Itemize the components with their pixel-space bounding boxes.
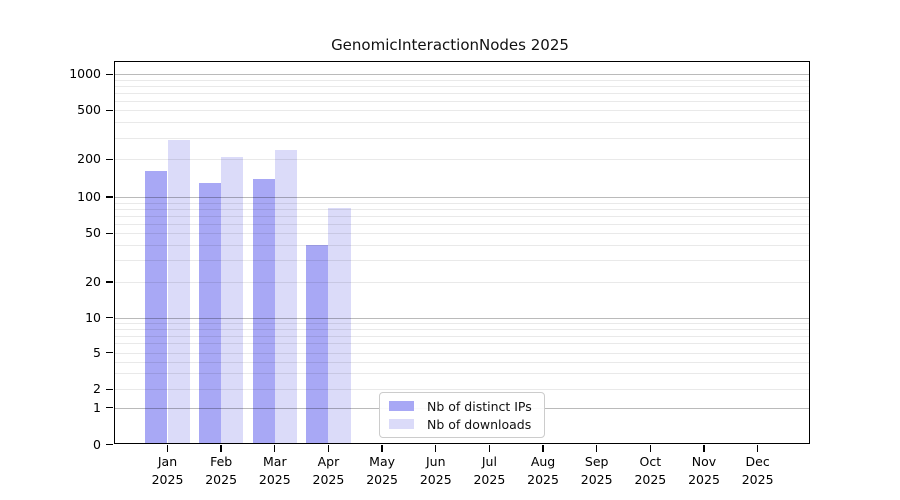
x-axis-tick-mark	[327, 444, 330, 452]
y-axis-tick-mark	[106, 158, 114, 160]
gridline-major	[115, 197, 809, 198]
bar-distinct-ips	[306, 245, 329, 444]
legend-label: Nb of downloads	[427, 416, 532, 432]
gridline-minor	[115, 233, 809, 235]
gridline-minor	[115, 137, 809, 139]
legend-item: Nb of downloads	[389, 417, 535, 432]
plot-area: 0 1 2 5 10 20 50 100 200 500 1000 Jan 2025 Feb 2025 Ma…	[69, 61, 810, 487]
bar-downloads	[328, 208, 351, 444]
bar-downloads	[274, 149, 298, 444]
bar-downloads	[167, 140, 190, 444]
gridline-minor	[115, 373, 809, 375]
gridline-minor	[115, 245, 809, 247]
gridline-minor	[115, 328, 809, 330]
bar-distinct-ips	[252, 178, 275, 444]
gridline-major	[115, 317, 809, 319]
gridline-minor	[115, 282, 809, 283]
gridline-major	[115, 74, 809, 76]
x-axis-tick-mark	[596, 444, 598, 452]
y-axis-tick-label: 500	[77, 102, 101, 118]
gridline-minor	[115, 100, 809, 102]
x-axis-tick-mark	[274, 444, 276, 452]
y-axis-tick-label: 5	[93, 344, 101, 360]
gridline-minor	[115, 85, 809, 87]
x-axis-tick-label: Jun 2025	[419, 454, 452, 487]
gridline-minor	[115, 79, 809, 81]
legend: Nb of distinct IPs Nb of downloads	[379, 392, 545, 438]
gridline-minor	[115, 110, 809, 112]
y-axis-tick-label: 50	[85, 225, 101, 241]
y-axis-tick-mark	[106, 388, 114, 390]
x-axis-tick-mark	[542, 444, 544, 452]
gridline-minor	[115, 260, 809, 262]
y-axis-tick-label: 100	[77, 189, 101, 204]
y-axis-tick-mark	[106, 443, 114, 446]
x-axis-tick-mark	[166, 444, 169, 452]
bar-distinct-ips	[198, 182, 222, 444]
y-axis-tick-label: 1	[93, 399, 101, 415]
x-axis-tick-label: May 2025	[366, 454, 398, 487]
y-axis-tick-mark	[106, 352, 114, 354]
gridline-minor	[115, 223, 809, 225]
x-axis-tick-mark	[756, 444, 759, 452]
gridline-minor	[115, 92, 809, 94]
y-axis-tick-mark	[106, 73, 114, 75]
x-axis-tick-label: Aug 2025	[527, 454, 559, 487]
legend-item: Nb of distinct IPs	[389, 399, 535, 414]
x-axis-tick-mark	[220, 444, 222, 452]
y-axis-tick-mark	[106, 317, 114, 319]
chart-title: GenomicInteractionNodes 2025	[331, 36, 569, 54]
gridline-minor	[115, 323, 809, 325]
bar-distinct-ips	[145, 171, 168, 444]
bar-downloads	[221, 156, 244, 444]
x-axis-tick-label: Sep 2025	[580, 454, 613, 487]
y-axis-tick-mark	[106, 407, 114, 409]
y-axis-tick-mark	[106, 232, 114, 234]
x-axis-tick-label: Jan 2025	[151, 454, 184, 487]
gridline-minor	[115, 208, 809, 210]
legend-swatch-distinct-ips	[389, 401, 414, 411]
legend-label: Nb of distinct IPs	[427, 398, 532, 414]
x-axis-tick-mark	[381, 444, 383, 452]
x-axis-tick-label: Dec 2025	[741, 454, 774, 487]
gridline-minor	[115, 389, 809, 391]
x-axis-tick-mark	[703, 444, 705, 452]
x-axis-tick-label: Oct 2025	[634, 454, 667, 487]
gridline-minor	[115, 215, 809, 217]
legend-swatch-downloads	[389, 419, 414, 429]
gridline-minor	[115, 335, 809, 337]
gridline-minor	[115, 159, 809, 161]
y-axis-tick-label: 1000	[69, 66, 101, 82]
gridline-minor	[115, 202, 809, 204]
gridline-minor	[115, 352, 809, 354]
gridline-minor	[115, 122, 809, 124]
y-axis-tick-mark	[106, 109, 114, 111]
y-axis-tick-label: 2	[93, 381, 101, 397]
gridline-minor	[115, 343, 809, 345]
x-axis-tick-label: Feb 2025	[205, 454, 238, 487]
x-axis-tick-label: Jul 2025	[473, 454, 506, 487]
x-axis-tick-mark	[435, 444, 437, 452]
y-axis-tick-mark	[106, 196, 114, 198]
x-axis-tick-label: Mar 2025	[258, 454, 291, 487]
x-axis-tick-label: Nov 2025	[688, 454, 720, 487]
y-axis-tick-label: 0	[93, 436, 101, 452]
x-axis-tick-label: Apr 2025	[312, 454, 345, 487]
x-axis-tick-mark	[488, 444, 491, 452]
y-axis-tick-label: 10	[85, 309, 101, 325]
gridline-minor	[115, 361, 809, 363]
y-axis-tick-label: 20	[85, 274, 101, 289]
y-axis-tick-label: 200	[77, 151, 101, 167]
y-axis-tick-mark	[106, 281, 114, 283]
x-axis-tick-mark	[649, 444, 652, 452]
